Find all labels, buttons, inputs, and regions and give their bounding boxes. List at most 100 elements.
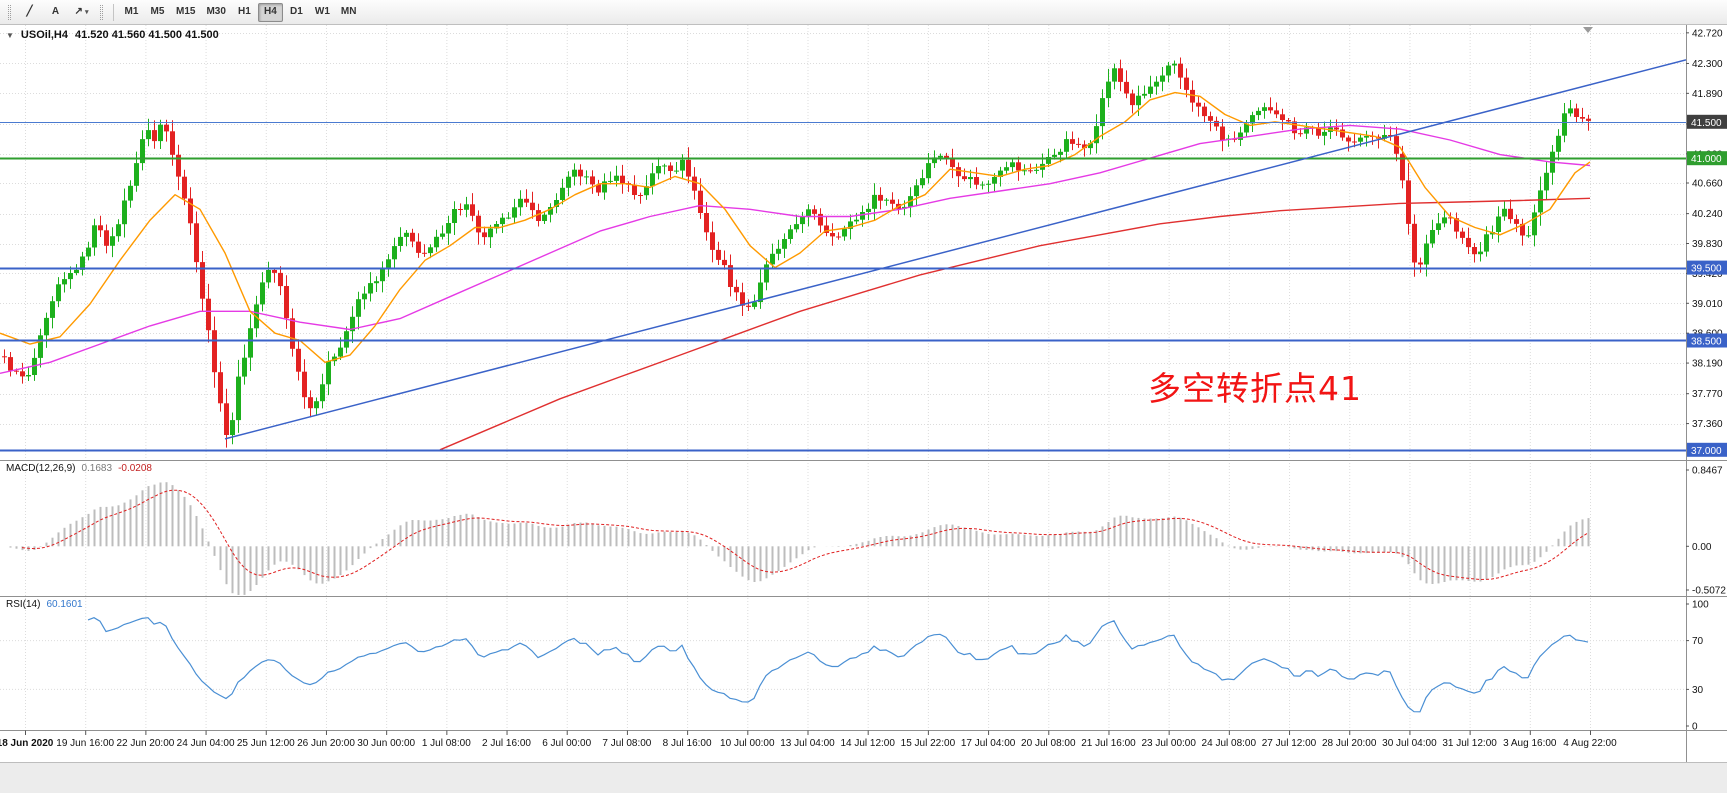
time-axis-label: 15 Jul 22:00 <box>901 738 956 749</box>
toolbar-grip <box>100 4 103 20</box>
time-axis-label: 6 Jul 00:00 <box>542 738 591 749</box>
symbol-ohlc-line: ▼ USOil,H4 41.520 41.560 41.500 41.500 <box>6 29 219 41</box>
toolbar: ╱ A ↗ ▾ M1 M5 M15 M30 H1 H4 D1 W1 MN <box>0 0 1727 25</box>
rsi-indicator-label: RSI(14) 60.1601 <box>6 599 83 610</box>
time-axis-label: 21 Jul 16:00 <box>1081 738 1136 749</box>
time-axis-label: 8 Jul 16:00 <box>663 738 712 749</box>
toolbar-grip <box>8 4 11 20</box>
rsi-value: 60.1601 <box>46 599 83 610</box>
rsi-scale-label: 100 <box>1692 600 1709 611</box>
time-axis-label: 28 Jul 20:00 <box>1322 738 1377 749</box>
price-axis-label: 37.360 <box>1692 419 1723 430</box>
ma-fast-line <box>0 91 1591 363</box>
price-axis-box <box>1687 151 1727 166</box>
chart-menu-caret-icon[interactable]: ▼ <box>6 30 14 40</box>
price-axis-box <box>1687 333 1727 348</box>
window-footer <box>0 762 1727 793</box>
rsi-line <box>87 617 1589 713</box>
time-axis-label: 4 Aug 22:00 <box>1563 738 1617 749</box>
price-axis-label: 40.240 <box>1692 209 1723 220</box>
time-axis-label: 14 Jul 12:00 <box>840 738 895 749</box>
chart-text-annotation: 多空转折点41 <box>1148 369 1362 408</box>
timeframe-button-m30[interactable]: M30 <box>201 3 230 22</box>
time-axis-label: 27 Jul 12:00 <box>1262 738 1317 749</box>
price-axis-label: 42.300 <box>1692 59 1723 70</box>
price-axis: 42.72042.30041.89041.47041.06040.66040.2… <box>1686 28 1727 733</box>
price-axis-box-label: 37.000 <box>1691 446 1722 457</box>
price-axis-label: 39.830 <box>1692 239 1723 250</box>
time-axis-label: 30 Jul 04:00 <box>1382 738 1437 749</box>
macd-name: MACD(12,26,9) <box>6 463 76 474</box>
text-tool-button[interactable]: A <box>43 3 68 22</box>
price-axis-label: 39.010 <box>1692 299 1723 310</box>
price-axis-box <box>1687 442 1727 457</box>
timeframe-button-group: M1 M5 M15 M30 H1 H4 D1 W1 MN <box>119 2 362 22</box>
toolbar-separator <box>113 3 114 21</box>
timeframe-button-m15[interactable]: M15 <box>171 3 200 22</box>
price-axis-label: 42.720 <box>1692 28 1723 39</box>
timeframe-button-h1[interactable]: H1 <box>232 3 257 22</box>
time-axis-label: 22 Jun 20:00 <box>116 738 174 749</box>
timeframe-button-w1[interactable]: W1 <box>310 3 335 22</box>
arrows-tool-icon: ↗ <box>74 6 83 17</box>
price-axis-box-label: 41.000 <box>1691 154 1722 165</box>
time-axis-label: 31 Jul 12:00 <box>1442 738 1497 749</box>
timeframe-button-m5[interactable]: M5 <box>145 3 170 22</box>
time-axis-label: 25 Jun 12:00 <box>237 738 295 749</box>
macd-signal-value: -0.0208 <box>118 463 152 474</box>
trendline-tool-button[interactable]: ╱ <box>17 3 42 22</box>
price-axis-box-label: 41.500 <box>1691 118 1722 129</box>
dropdown-caret-icon: ▾ <box>84 8 89 16</box>
time-axis-label: 1 Jul 08:00 <box>422 738 471 749</box>
ascending-trendline[interactable] <box>224 59 1686 440</box>
macd-indicator-label: MACD(12,26,9) 0.1683 -0.0208 <box>6 463 152 474</box>
macd-scale-label: 0.8467 <box>1692 466 1723 477</box>
price-axis-label: 40.660 <box>1692 179 1723 190</box>
ma-slow-line <box>439 197 1591 451</box>
symbol-period-label: USOil,H4 <box>20 29 68 41</box>
time-axis-label: 10 Jul 00:00 <box>720 738 775 749</box>
quote-values: 41.520 41.560 41.500 41.500 <box>75 29 219 41</box>
time-axis-label: 26 Jun 20:00 <box>297 738 355 749</box>
rsi-scale-label: 30 <box>1692 685 1704 696</box>
time-axis-label: 7 Jul 08:00 <box>602 738 651 749</box>
candlesticks <box>2 57 1591 448</box>
timeframe-button-h4[interactable]: H4 <box>257 2 283 22</box>
timeframe-button-m1[interactable]: M1 <box>119 3 144 22</box>
arrows-tool-button[interactable]: ↗ ▾ <box>69 3 94 22</box>
time-axis-label: 18 Jun 2020 <box>0 738 54 749</box>
time-axis-label: 13 Jul 04:00 <box>780 738 835 749</box>
rsi-scale-label: 0 <box>1692 722 1698 733</box>
time-axis-label: 30 Jun 00:00 <box>357 738 415 749</box>
price-axis-box <box>1687 260 1727 275</box>
macd-signal-line <box>21 489 1589 581</box>
macd-histogram <box>9 482 1590 595</box>
time-axis: 18 Jun 2020 19 Jun 16:00 22 Jun 20:00 24 Ju… <box>0 730 1617 749</box>
time-axis-label: 23 Jul 00:00 <box>1141 738 1196 749</box>
chart-shift-marker-icon <box>1583 27 1593 33</box>
price-axis-label: 41.890 <box>1692 89 1723 100</box>
macd-scale-label: -0.5072 <box>1692 586 1726 597</box>
price-axis-label: 37.770 <box>1692 389 1723 400</box>
price-axis-box <box>1687 114 1727 129</box>
price-axis-label: 38.190 <box>1692 359 1723 370</box>
time-axis-label: 2 Jul 16:00 <box>482 738 531 749</box>
rsi-name: RSI(14) <box>6 599 41 610</box>
ma-mid-line <box>0 124 1591 374</box>
timeframe-button-mn[interactable]: MN <box>336 3 362 22</box>
time-axis-label: 19 Jun 16:00 <box>56 738 114 749</box>
timeframe-button-d1[interactable]: D1 <box>284 3 309 22</box>
rsi-scale-label: 70 <box>1692 636 1704 647</box>
price-axis-box-label: 38.500 <box>1691 337 1722 348</box>
price-axis-box-label: 39.500 <box>1691 264 1722 275</box>
time-axis-label: 24 Jun 04:00 <box>177 738 235 749</box>
time-axis-label: 24 Jul 08:00 <box>1202 738 1257 749</box>
time-axis-label: 17 Jul 04:00 <box>961 738 1016 749</box>
time-axis-label: 3 Aug 16:00 <box>1503 738 1557 749</box>
gridlines <box>0 25 1686 730</box>
macd-main-value: 0.1683 <box>81 463 113 474</box>
macd-scale-label: 0.00 <box>1692 542 1712 553</box>
time-axis-label: 20 Jul 08:00 <box>1021 738 1076 749</box>
